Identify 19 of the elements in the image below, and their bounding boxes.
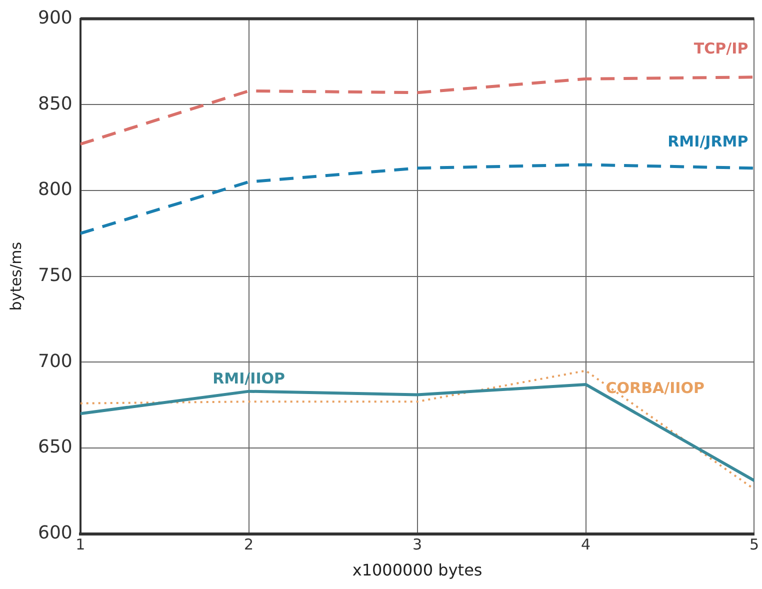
series-label: TCP/IP bbox=[694, 40, 748, 58]
y-tick-label: 900 bbox=[38, 7, 72, 28]
y-tick-label: 850 bbox=[38, 93, 72, 114]
y-tick-label: 650 bbox=[38, 436, 72, 458]
y-tick-label: 700 bbox=[38, 350, 72, 372]
x-axis-title: x1000000 bytes bbox=[352, 560, 482, 580]
x-tick-label: 3 bbox=[412, 536, 422, 554]
x-tick-label: 1 bbox=[76, 536, 86, 554]
series-label: CORBA/IIOP bbox=[606, 379, 705, 398]
y-axis-title: bytes/ms bbox=[6, 242, 25, 311]
series-label: RMI/JRMP bbox=[668, 132, 748, 151]
y-tick-label: 600 bbox=[38, 522, 72, 544]
line-series bbox=[80, 370, 754, 490]
x-tick-label: 2 bbox=[244, 536, 254, 554]
x-tick-label: 4 bbox=[580, 536, 591, 554]
y-tick-label: 800 bbox=[38, 179, 72, 200]
line-series bbox=[80, 163, 754, 235]
y-tick-label: 750 bbox=[38, 264, 72, 286]
x-tick-label: 5 bbox=[749, 536, 759, 554]
